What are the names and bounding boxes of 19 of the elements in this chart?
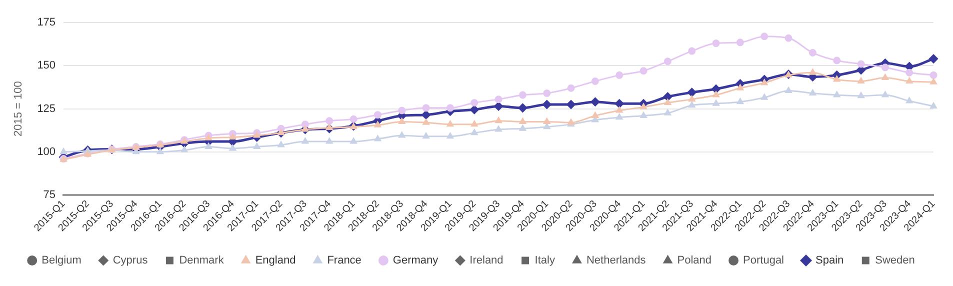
legend-label: Netherlands — [586, 254, 646, 267]
y-tick-label: 150 — [37, 60, 56, 72]
legend-label: England — [255, 254, 296, 267]
legend-label: Poland — [677, 254, 712, 267]
y-tick-label: 125 — [37, 102, 56, 115]
legend-label: Germany — [392, 254, 439, 267]
legend-label: France — [327, 254, 362, 267]
legend-label: Belgium — [42, 254, 82, 267]
legend-label: Portugal — [743, 254, 784, 267]
legend-label: Spain — [816, 254, 844, 267]
legend-label: Italy — [534, 254, 556, 267]
legend-label: Denmark — [179, 254, 224, 267]
legend-label: Ireland — [470, 254, 504, 267]
y-tick-label: 175 — [37, 16, 56, 29]
legend-label: Cyprus — [112, 254, 148, 267]
y-axis-title: 2015 = 100 — [12, 81, 25, 136]
legend-label: Sweden — [875, 254, 915, 267]
y-tick-label: 75 — [43, 189, 56, 202]
y-tick-label: 100 — [37, 146, 56, 158]
